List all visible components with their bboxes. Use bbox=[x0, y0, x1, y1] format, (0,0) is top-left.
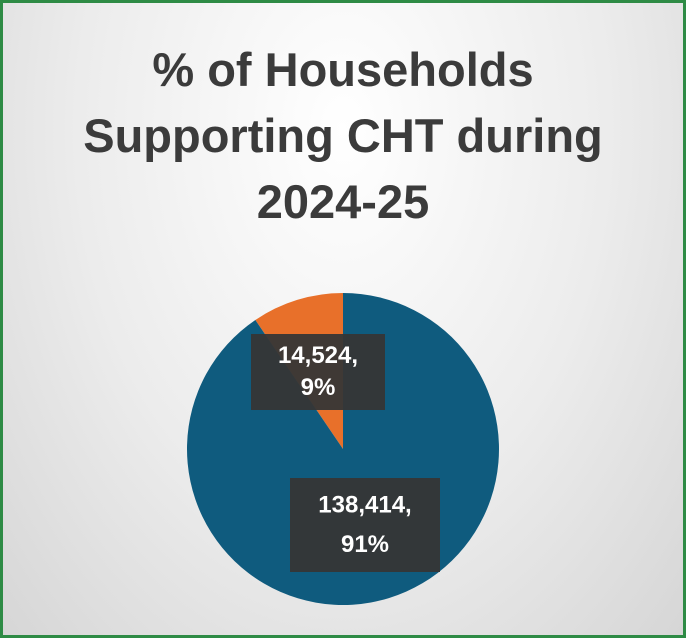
data-label-box bbox=[251, 334, 385, 410]
data-label-percent: 9% bbox=[301, 374, 336, 401]
data-label-box bbox=[290, 478, 440, 572]
data-label-percent: 91% bbox=[341, 531, 389, 558]
data-label-value: 14,524, bbox=[278, 342, 358, 369]
data-label-value: 138,414, bbox=[318, 492, 411, 519]
chart-title: % of Households Supporting CHT during 20… bbox=[83, 43, 603, 228]
